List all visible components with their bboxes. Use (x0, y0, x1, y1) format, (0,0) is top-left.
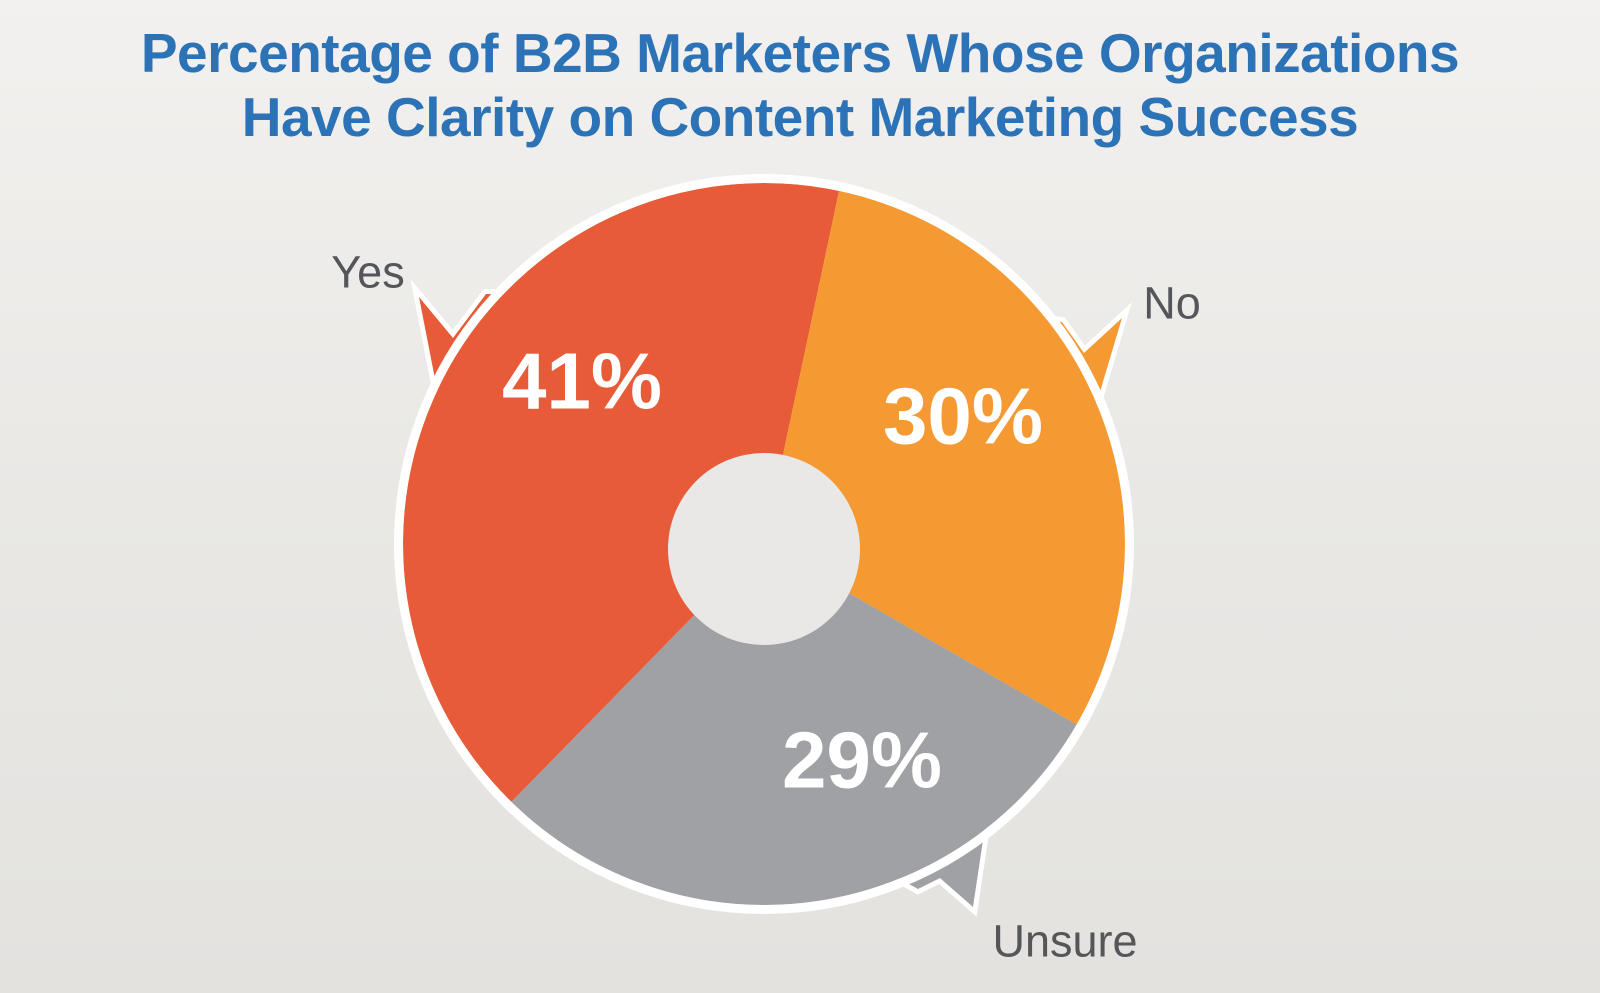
pie-labels-layer: 41% 30% 29% Yes No Unsure (331, 247, 1200, 967)
callout-label-yes: Yes (331, 247, 404, 298)
chart-title-line2: Have Clarity on Content Marketing Succes… (241, 85, 1359, 148)
percent-label-yes: 41% (502, 337, 662, 426)
pie-slice-yes (403, 183, 840, 802)
pie-slices-layer (394, 174, 1134, 917)
percent-label-no: 30% (883, 372, 1043, 461)
pie-slice-unsure (511, 544, 1077, 905)
pie-slice-no (764, 190, 1125, 725)
callout-label-no: No (1143, 278, 1201, 329)
donut-ring (394, 174, 1134, 914)
chart-title: Percentage of B2B Marketers Whose Organi… (0, 0, 1600, 150)
chart-title-line1: Percentage of B2B Marketers Whose Organi… (140, 22, 1460, 84)
percent-label-unsure: 29% (782, 716, 942, 805)
donut-hole (668, 453, 860, 645)
callout-label-unsure: Unsure (992, 916, 1137, 967)
